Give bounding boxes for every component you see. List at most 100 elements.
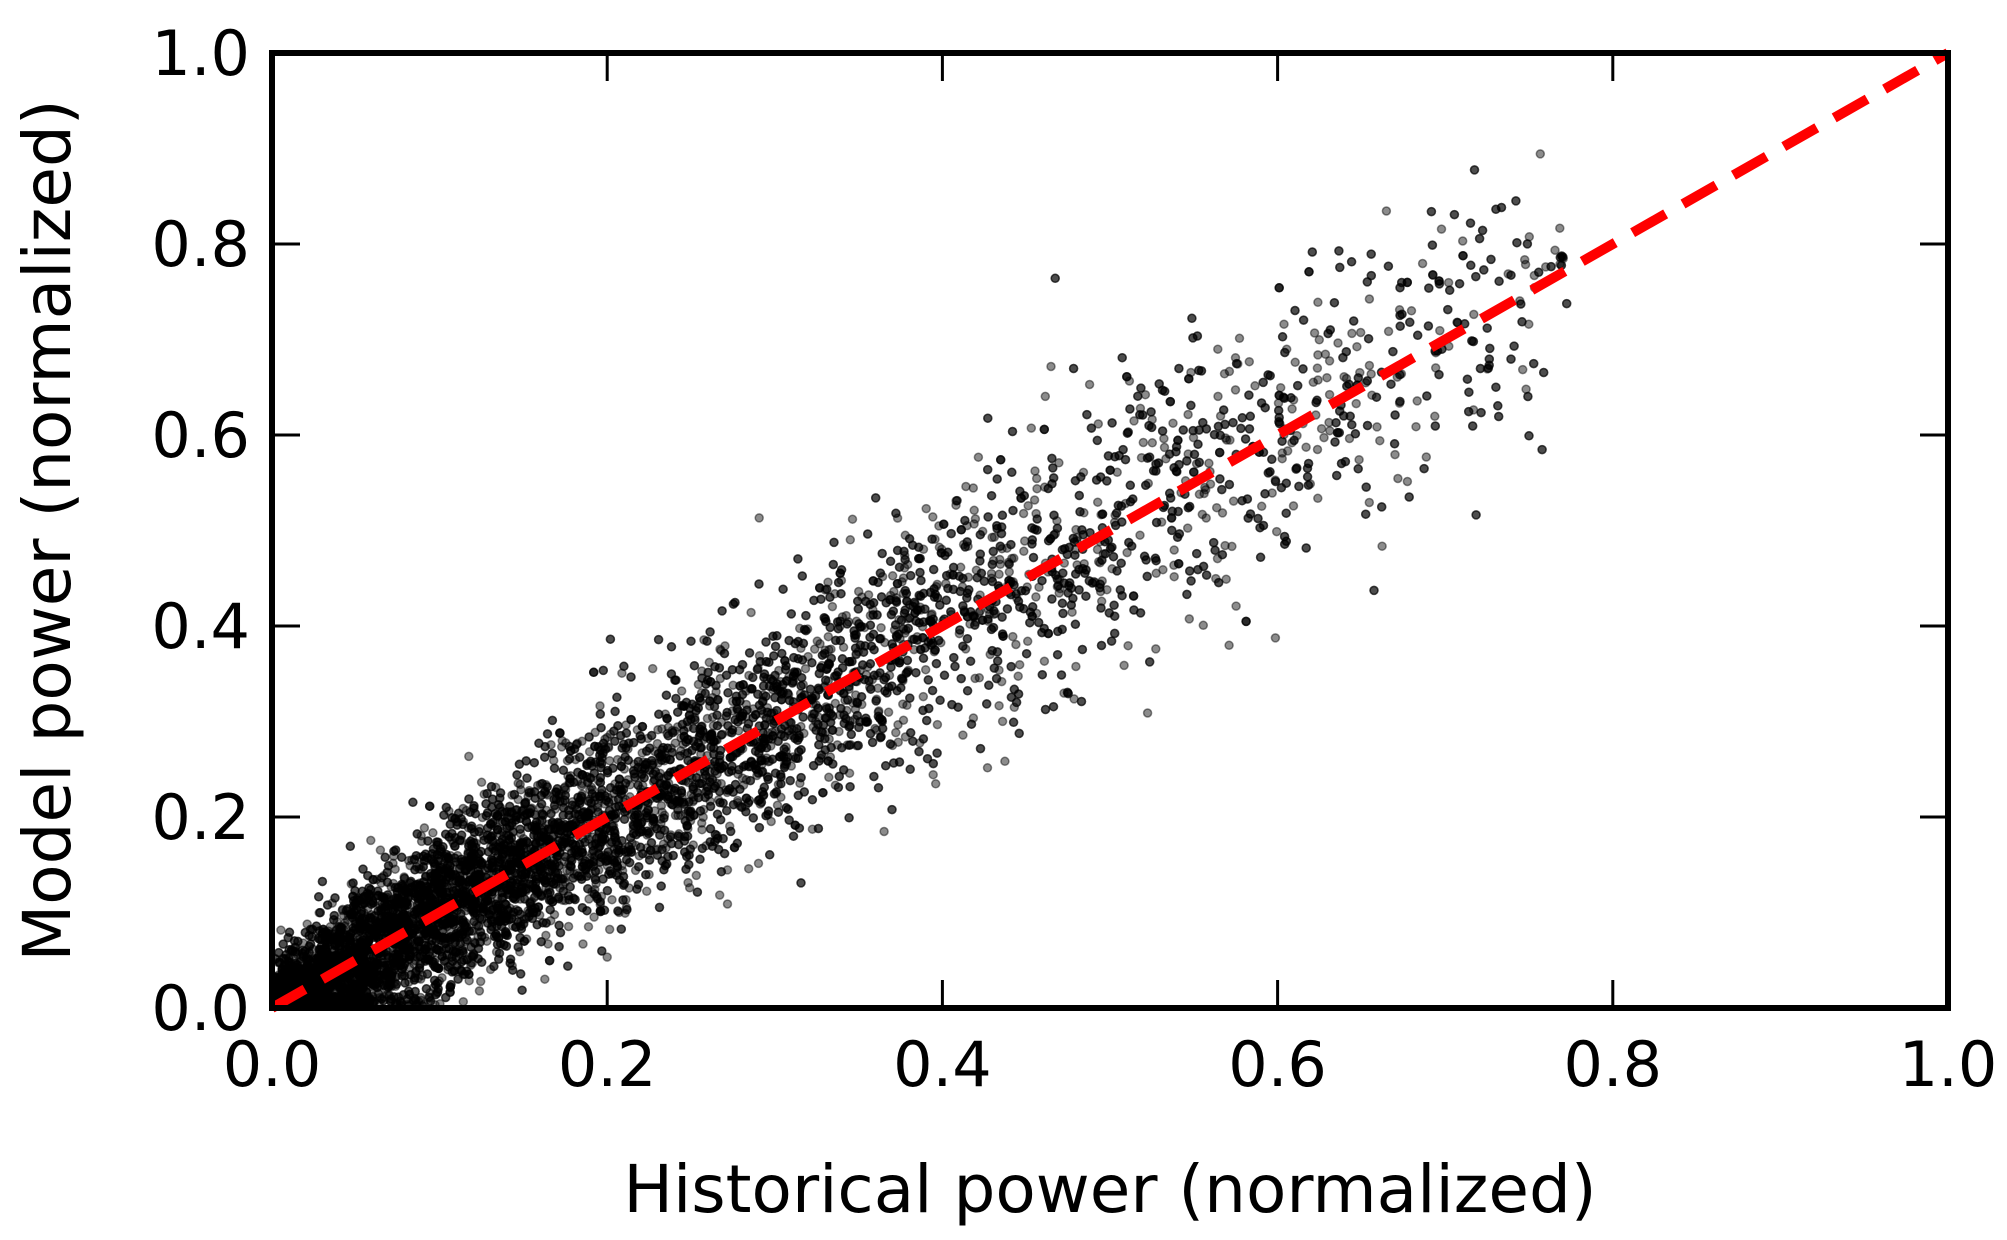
scatter-point (444, 806, 454, 816)
scatter-point (714, 890, 725, 900)
scatter-point (443, 883, 453, 893)
scatter-point (1275, 382, 1286, 393)
scatter-point (471, 838, 481, 848)
scatter-point (362, 922, 373, 933)
scatter-point (317, 985, 327, 995)
scatter-point (838, 642, 849, 653)
scatter-point (1417, 258, 1428, 269)
scatter-point (560, 895, 570, 906)
scatter-point (1122, 547, 1132, 558)
scatter-point (487, 862, 497, 873)
scatter-point (630, 865, 641, 876)
scatter-point (388, 858, 398, 869)
scatter-point (350, 937, 360, 947)
scatter-point (995, 554, 1005, 565)
scatter-point (758, 791, 769, 801)
scatter-point (516, 785, 526, 795)
scatter-point (1123, 640, 1133, 651)
scatter-point (820, 727, 831, 738)
scatter-point (363, 935, 374, 946)
scatter-point (541, 788, 552, 799)
scatter-point (408, 913, 418, 924)
scatter-point (1519, 254, 1530, 265)
scatter-point (853, 646, 864, 657)
scatter-point (820, 585, 830, 595)
scatter-point (405, 899, 415, 910)
scatter-point (1018, 508, 1029, 519)
scatter-point (447, 882, 457, 892)
scatter-point (316, 959, 327, 970)
scatter-point (1040, 391, 1051, 402)
scatter-point (1109, 517, 1120, 528)
scatter-point (406, 929, 417, 939)
scatter-point (1244, 356, 1255, 367)
scatter-point (1288, 501, 1299, 511)
scatter-point (365, 916, 375, 926)
scatter-point (643, 804, 653, 815)
scatter-point (844, 684, 854, 694)
scatter-point (309, 970, 320, 980)
scatter-point (1199, 488, 1209, 499)
scatter-point (1381, 206, 1392, 216)
scatter-point (605, 729, 616, 739)
scatter-point (766, 816, 776, 827)
scatter-point (526, 803, 537, 813)
scatter-point (658, 773, 669, 784)
scatter-point (318, 981, 328, 991)
scatter-point (584, 894, 594, 904)
scatter-point (802, 624, 813, 634)
scatter-point (286, 963, 297, 974)
scatter-point (709, 757, 720, 767)
scatter-point (1364, 497, 1375, 508)
scatter-point (1221, 574, 1231, 584)
scatter-point (1555, 223, 1565, 233)
scatter-point (1213, 391, 1223, 402)
scatter-point (504, 835, 514, 845)
scatter-point (892, 578, 903, 589)
scatter-point (1029, 495, 1040, 505)
scatter-point (414, 965, 425, 975)
scatter-point (1052, 515, 1062, 526)
scatter-point (518, 842, 529, 852)
scatter-point (1271, 526, 1282, 537)
scatter-point (1309, 328, 1320, 338)
scatter-point (1071, 661, 1081, 672)
scatter-point (490, 841, 501, 851)
scatter-point (448, 871, 458, 881)
scatter-point (511, 812, 522, 823)
scatter-point (520, 868, 530, 879)
scatter-point (414, 852, 425, 863)
scatter-point (395, 913, 405, 923)
scatter-point (279, 978, 290, 988)
scatter-point (502, 914, 512, 924)
scatter-point (711, 687, 721, 697)
scatter-point (930, 779, 941, 789)
scatter-point (625, 780, 635, 790)
scatter-point (458, 969, 468, 980)
scatter-point (465, 847, 476, 857)
scatter-point (653, 793, 664, 803)
scatter-point (824, 645, 834, 655)
scatter-point (1079, 558, 1089, 569)
scatter-point (557, 895, 568, 905)
scatter-point (329, 952, 339, 962)
scatter-point (1198, 620, 1209, 631)
scatter-point (1421, 452, 1432, 462)
scatter-point (361, 971, 372, 982)
scatter-point (696, 688, 707, 698)
scatter-point (1054, 458, 1064, 468)
scatter-point (961, 481, 971, 492)
scatter-point (314, 990, 324, 1001)
scatter-point (709, 761, 719, 771)
scatter-point (365, 889, 375, 900)
scatter-point (457, 879, 467, 889)
scatter-point (489, 821, 500, 831)
scatter-point (341, 995, 352, 1006)
scatter-point (1098, 549, 1109, 559)
scatter-point (994, 569, 1004, 580)
scatter-point (1411, 421, 1421, 432)
scatter-point (918, 544, 929, 555)
scatter-point (311, 995, 322, 1006)
scatter-point (1313, 297, 1323, 308)
